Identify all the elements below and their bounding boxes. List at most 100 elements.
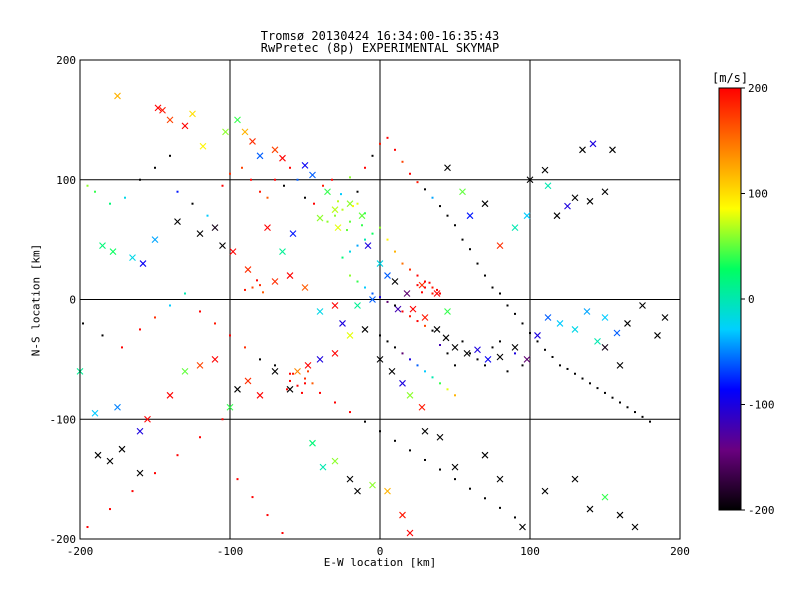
data-point-dot <box>286 388 288 391</box>
data-point-dot <box>349 220 351 223</box>
data-point-dot <box>371 292 374 295</box>
data-point-dot <box>259 358 261 361</box>
data-point-dot <box>251 496 254 499</box>
data-point-cross <box>301 161 309 169</box>
data-point-dot <box>409 268 411 271</box>
data-point-dot <box>259 284 261 287</box>
data-point-cross <box>511 344 519 351</box>
data-point-cross <box>309 439 316 447</box>
data-point-cross <box>399 511 406 519</box>
data-point-dot <box>416 181 419 184</box>
data-point-cross <box>639 302 646 309</box>
x-tick-label: -200 <box>67 545 94 558</box>
data-point-dot <box>349 250 351 253</box>
data-point-cross <box>594 338 601 345</box>
data-point-cross <box>444 164 451 172</box>
data-point-dot <box>340 193 342 196</box>
data-point-cross <box>466 212 474 220</box>
data-point-dot <box>229 172 231 175</box>
data-point-cross <box>616 361 624 369</box>
y-tick-label: 200 <box>56 54 76 67</box>
y-tick-label: -100 <box>50 413 77 426</box>
data-point-dot <box>416 364 419 367</box>
data-point-cross <box>354 487 361 495</box>
data-point-cross <box>244 266 252 273</box>
data-points <box>76 92 669 537</box>
data-point-cross <box>106 457 114 465</box>
data-point-dot <box>191 202 194 205</box>
data-point-dot <box>446 352 449 355</box>
data-point-cross <box>496 353 504 361</box>
data-point-dot <box>386 136 389 139</box>
y-tick-label: -200 <box>50 533 77 546</box>
data-point-cross <box>589 140 597 148</box>
data-point-cross <box>129 254 136 261</box>
data-point-dot <box>296 178 299 181</box>
data-point-dot <box>536 340 539 343</box>
data-point-dot <box>364 238 366 241</box>
data-point-dot <box>251 286 254 289</box>
data-point-cross <box>364 242 372 250</box>
colorbar-gradient <box>718 87 742 511</box>
data-point-dot <box>364 420 366 423</box>
data-point-dot <box>566 367 569 370</box>
colorbar-tick-label: 0 <box>748 293 755 306</box>
x-axis-label: E-W location [km] <box>323 556 437 569</box>
data-point-cross <box>136 427 144 435</box>
data-point-dot <box>514 312 516 315</box>
data-point-cross <box>241 128 249 136</box>
data-point-cross <box>384 487 391 495</box>
data-point-cross <box>316 214 324 222</box>
data-point-cross <box>534 332 541 339</box>
data-point-cross <box>496 475 504 483</box>
data-point-dot <box>409 449 411 452</box>
colorbar-tick-label: 100 <box>748 188 768 201</box>
data-point-cross <box>481 451 489 459</box>
data-point-cross <box>654 332 661 339</box>
data-point-dot <box>356 202 359 205</box>
data-point-dot <box>109 202 111 205</box>
data-point-cross <box>354 302 361 309</box>
data-point-dot <box>307 370 309 373</box>
data-point-cross <box>286 272 294 279</box>
x-tick-label: -100 <box>217 545 244 558</box>
data-point-dot <box>281 532 284 535</box>
data-point-dot <box>424 370 426 373</box>
data-point-dot <box>349 274 351 277</box>
data-point-dot <box>401 352 404 355</box>
data-point-cross <box>301 284 309 291</box>
data-point-dot <box>154 472 156 475</box>
data-point-dot <box>559 364 561 367</box>
data-point-dot <box>514 352 516 355</box>
data-point-dot <box>206 214 209 217</box>
data-point-dot <box>589 382 591 385</box>
data-point-dot <box>436 288 438 291</box>
data-point-dot <box>581 377 584 380</box>
data-point-dot <box>431 376 434 379</box>
data-point-dot <box>176 190 179 193</box>
data-point-cross <box>526 176 534 184</box>
data-point-dot <box>379 430 381 433</box>
data-point-cross <box>661 314 669 321</box>
data-point-dot <box>379 142 381 145</box>
data-point-cross <box>421 314 429 321</box>
data-point-cross <box>136 469 144 477</box>
data-point-dot <box>424 188 426 191</box>
data-point-dot <box>401 262 404 265</box>
data-point-cross <box>199 142 207 150</box>
data-point-cross <box>418 403 426 411</box>
data-point-cross <box>211 355 219 363</box>
data-point-cross <box>114 92 121 100</box>
data-point-dot <box>361 224 363 227</box>
colorbar-unit-label: [m/s] <box>712 71 749 85</box>
data-point-cross <box>586 505 594 513</box>
data-point-cross <box>459 188 466 196</box>
data-point-dot <box>506 304 509 307</box>
data-point-cross <box>433 290 441 297</box>
data-point-dot <box>469 352 471 355</box>
data-point-cross <box>609 146 616 154</box>
data-point-dot <box>364 166 366 169</box>
data-point-cross <box>444 308 451 315</box>
data-point-cross <box>369 296 376 303</box>
data-point-dot <box>409 358 411 361</box>
